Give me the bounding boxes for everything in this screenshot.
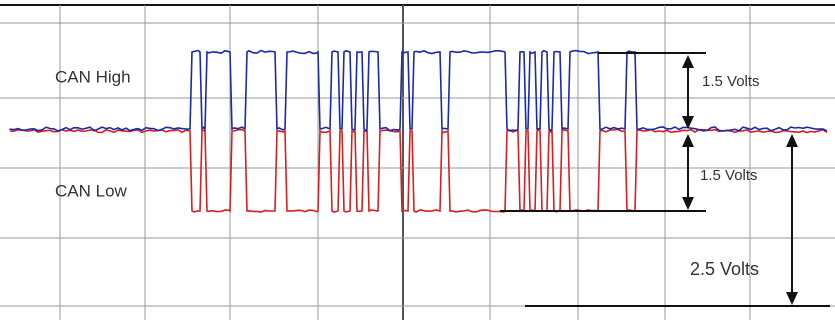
can-low-label: CAN Low (55, 181, 128, 200)
high-swing-label: 1.5 Volts (702, 73, 760, 90)
can-high-label: CAN High (55, 67, 131, 86)
recessive-level-label: 2.5 Volts (690, 259, 759, 279)
can-bus-diagram: CAN High CAN Low 1.5 Volts 1.5 Volts 2.5… (0, 0, 835, 320)
low-swing-label: 1.5 Volts (700, 167, 758, 184)
